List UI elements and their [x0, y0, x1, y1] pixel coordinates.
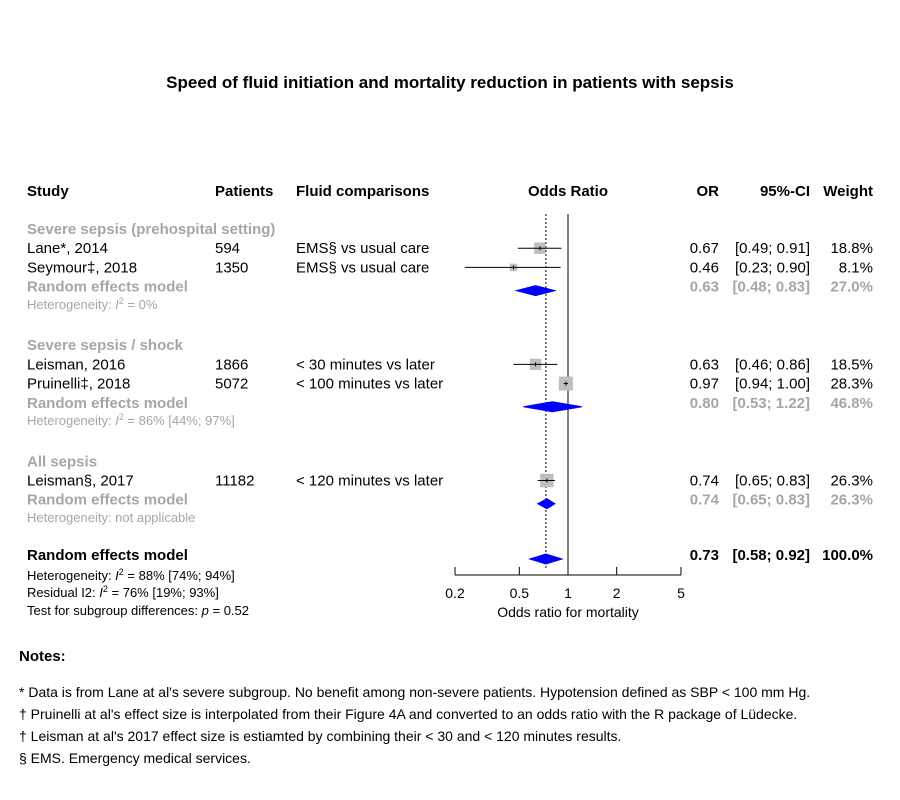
note-pruinelli: † Pruinelli at al's effect size is inter… — [19, 706, 798, 722]
study-weight: 28.3% — [830, 376, 873, 393]
x-tick-label: 2 — [613, 585, 621, 601]
study-name: Leisman§, 2017 — [27, 473, 134, 490]
study-patients: 11182 — [215, 473, 255, 490]
study-ci: [0.49; 0.91] — [735, 240, 810, 257]
note-ems: § EMS. Emergency medical services. — [19, 750, 251, 766]
subgroup-difference-test: Test for subgroup differences: p = 0.52 — [27, 603, 249, 618]
header-or: OR — [697, 183, 720, 200]
subgroup-model-ci: [0.53; 1.22] — [732, 395, 810, 412]
x-tick-label: 0.2 — [445, 585, 465, 601]
x-tick-label: 1 — [564, 585, 572, 601]
subgroup-heterogeneity: Heterogeneity: I2 = 86% [44%; 97%] — [27, 412, 235, 428]
study-or: 0.74 — [690, 473, 719, 490]
study-name: Pruinelli‡, 2018 — [27, 376, 130, 393]
forest-plot: Speed of fluid initiation and mortality … — [27, 73, 873, 620]
overall-model-weight: 100.0% — [822, 547, 873, 564]
study-weight: 18.5% — [830, 356, 873, 373]
study-or: 0.63 — [690, 356, 719, 373]
subgroup-model-ci: [0.65; 0.83] — [732, 492, 810, 509]
subgroup-diamond — [523, 401, 583, 413]
subgroup-heterogeneity: Heterogeneity: not applicable — [27, 510, 195, 525]
chart-title: Speed of fluid initiation and mortality … — [166, 73, 734, 92]
study-or: 0.67 — [690, 240, 719, 257]
x-axis-label: Odds ratio for mortality — [497, 604, 639, 620]
study-ci: [0.46; 0.86] — [735, 356, 810, 373]
subgroup-model-label: Random effects model — [27, 279, 188, 296]
note-lane: * Data is from Lane at al's severe subgr… — [19, 684, 811, 700]
study-comparison: < 100 minutes vs later — [296, 376, 443, 393]
study-name: Leisman, 2016 — [27, 356, 125, 373]
note-leisman: † Leisman at al's 2017 effect size is es… — [19, 728, 622, 744]
notes-title: Notes: — [19, 648, 66, 665]
study-ci: [0.65; 0.83] — [735, 473, 810, 490]
subgroup-model-weight: 46.8% — [830, 395, 873, 412]
subgroup-label: Severe sepsis / shock — [27, 337, 184, 354]
study-ci: [0.94; 1.00] — [735, 376, 810, 393]
header-study: Study — [27, 183, 69, 200]
subgroup-model-or: 0.74 — [690, 492, 720, 509]
study-weight: 8.1% — [839, 259, 873, 276]
study-ci: [0.23; 0.90] — [735, 259, 810, 276]
header-fluid-comparisons: Fluid comparisons — [296, 183, 429, 200]
study-patients: 5072 — [215, 376, 248, 393]
study-patients: 594 — [215, 240, 240, 257]
overall-diamond — [528, 553, 564, 565]
x-tick-label: 5 — [677, 585, 685, 601]
study-or: 0.46 — [690, 259, 719, 276]
subgroup-model-ci: [0.48; 0.83] — [732, 279, 810, 296]
x-tick-label: 0.5 — [510, 585, 530, 601]
header-odds-ratio: Odds Ratio — [528, 183, 608, 200]
overall-model-or: 0.73 — [690, 547, 719, 564]
study-comparison: < 30 minutes vs later — [296, 356, 435, 373]
study-name: Seymour‡, 2018 — [27, 259, 137, 276]
study-or: 0.97 — [690, 376, 719, 393]
study-comparison: < 120 minutes vs later — [296, 473, 443, 490]
header-patients: Patients — [215, 183, 273, 200]
notes-section: Notes: * Data is from Lane at al's sever… — [19, 648, 899, 769]
subgroup-diamond — [536, 498, 556, 510]
subgroup-model-label: Random effects model — [27, 492, 188, 509]
subgroup-model-weight: 26.3% — [830, 492, 873, 509]
study-name: Lane*, 2014 — [27, 240, 108, 257]
header-weight: Weight — [823, 183, 873, 200]
overall-model-ci: [0.58; 0.92] — [732, 547, 810, 564]
subgroup-model-or: 0.63 — [690, 279, 719, 296]
study-weight: 18.8% — [830, 240, 873, 257]
subgroup-heterogeneity: Heterogeneity: I2 = 0% — [27, 296, 158, 312]
subgroup-label: Severe sepsis (prehospital setting) — [27, 221, 275, 238]
overall-heterogeneity: Heterogeneity: I2 = 88% [74%; 94%] — [27, 567, 235, 583]
study-comparison: EMS§ vs usual care — [296, 240, 429, 257]
study-weight: 26.3% — [830, 473, 873, 490]
header-ci: 95%-CI — [760, 183, 810, 200]
subgroup-label: All sepsis — [27, 453, 97, 470]
residual-heterogeneity: Residual I2: I2 = 76% [19%; 93%] — [27, 584, 219, 600]
study-patients: 1866 — [215, 356, 248, 373]
study-patients: 1350 — [215, 259, 248, 276]
study-comparison: EMS§ vs usual care — [296, 259, 429, 276]
subgroup-diamond — [514, 285, 557, 297]
overall-model-label: Random effects model — [27, 547, 188, 564]
subgroup-model-or: 0.80 — [690, 395, 719, 412]
subgroup-model-weight: 27.0% — [830, 279, 873, 296]
subgroup-model-label: Random effects model — [27, 395, 188, 412]
